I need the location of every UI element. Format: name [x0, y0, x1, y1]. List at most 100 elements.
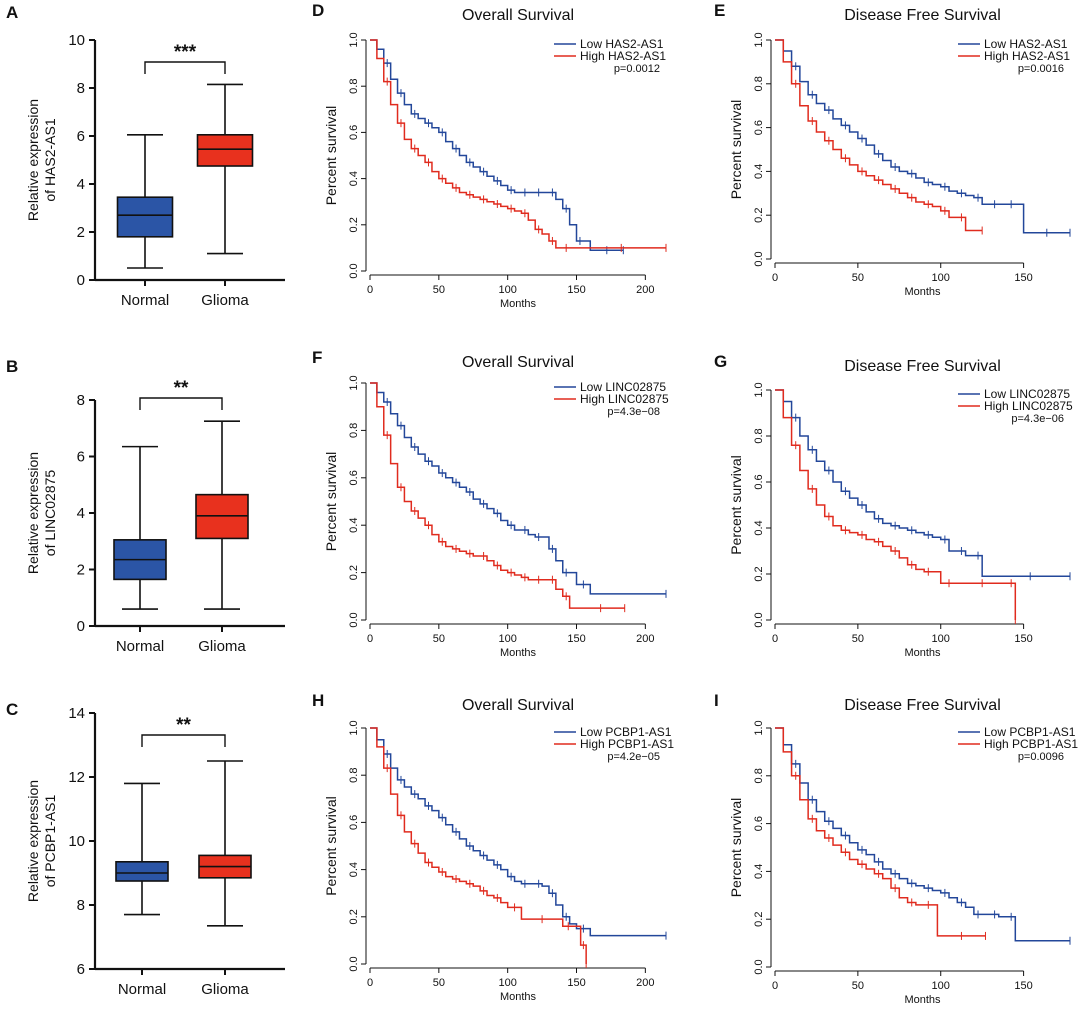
km-plot-d: D Overall Survival 0.0 0.2 0.4 0.6 0.8 1.0 0 50 10… — [312, 1, 667, 310]
x-tick-label: 100 — [932, 980, 950, 992]
legend-entry: Low PCBP1-AS1 — [580, 725, 672, 739]
y-tick-label: 0.2 — [753, 208, 765, 223]
y-tick-label: 0.8 — [753, 428, 765, 443]
y-tick-label: 0.8 — [348, 79, 360, 94]
boxplot-a: A 0 2 4 6 8 10 Relative expressionof HAS2-AS1 No… — [6, 3, 285, 309]
y-tick-label: 1.0 — [348, 375, 360, 390]
category-label: Glioma — [201, 981, 249, 998]
y-axis-title: Relative expressionof HAS2-AS1 — [25, 99, 58, 221]
y-tick-label: 0.4 — [348, 518, 360, 533]
panel-h: H Overall Survival 0.0 0.2 0.4 0.6 0.8 1.0 0 50 10… — [298, 688, 688, 1021]
y-tick-label: 0.8 — [753, 76, 765, 91]
panel-label: B — [6, 357, 18, 376]
y-tick-label: 0.0 — [753, 612, 765, 627]
x-tick-label: 100 — [498, 633, 516, 645]
x-tick-label: 150 — [567, 633, 585, 645]
panel-b: B 0 2 4 6 8 Relative expressionof LINC02875 Nor… — [0, 352, 290, 672]
chart-title: Disease Free Survival — [844, 358, 1001, 375]
y-tick-label: 0.6 — [348, 470, 360, 485]
y-tick-label: 0.2 — [348, 909, 360, 924]
y-axis-title: Percent survival — [728, 100, 744, 200]
km-plot-g: G Disease Free Survival 0.0 0.2 0.4 0.6 0.8 1.0… — [714, 352, 1073, 659]
y-axis-title: Percent survival — [323, 106, 339, 206]
x-axis-title: Months — [500, 991, 537, 1003]
category-label: Normal — [116, 638, 164, 655]
legend-entry: High LINC02875 — [580, 392, 669, 406]
significance-stars: ** — [174, 378, 189, 399]
legend-entry: Low HAS2-AS1 — [580, 37, 664, 51]
panel-d: D Overall Survival 0.0 0.2 0.4 0.6 0.8 1.0 0 50 10… — [298, 0, 688, 330]
y-axis-title-line: of HAS2-AS1 — [42, 118, 58, 201]
significance-stars: ** — [176, 715, 191, 736]
y-tick-label: 2 — [77, 224, 85, 241]
y-axis-title: Percent survival — [323, 452, 339, 552]
y-tick-label: 0.0 — [348, 956, 360, 971]
x-tick-label: 150 — [1014, 980, 1032, 992]
panel-label: G — [714, 352, 727, 371]
y-axis-title-line: Relative expression — [25, 99, 41, 221]
y-tick-label: 0.8 — [348, 423, 360, 438]
survival-curve-low — [370, 382, 666, 595]
legend-entry: High LINC02875 — [984, 399, 1073, 413]
category-label: Normal — [118, 981, 166, 998]
x-tick-label: 50 — [852, 272, 864, 284]
panel-label: A — [6, 3, 18, 22]
x-tick-label: 200 — [636, 633, 654, 645]
x-tick-label: 0 — [367, 284, 373, 296]
y-tick-label: 0.4 — [348, 171, 360, 186]
category-label: Glioma — [201, 292, 249, 309]
survival-curve-high — [370, 39, 666, 249]
panel-a: A 0 2 4 6 8 10 Relative expressionof HAS2-AS1 No… — [0, 0, 290, 330]
y-tick-label: 8 — [77, 80, 85, 97]
x-tick-label: 100 — [932, 272, 950, 284]
panel-label: F — [312, 348, 322, 367]
x-tick-label: 0 — [367, 633, 373, 645]
y-tick-label: 8 — [77, 392, 85, 409]
y-axis-title: Percent survival — [323, 796, 339, 896]
panel-i: I Disease Free Survival 0.0 0.2 0.4 0.6 0.8 1.0… — [700, 688, 1084, 1021]
y-tick-label: 6 — [77, 449, 85, 466]
chart-title: Overall Survival — [462, 697, 574, 714]
y-tick-label: 10 — [68, 32, 85, 49]
boxplot-b: B 0 2 4 6 8 Relative expressionof LINC02875 Nor… — [6, 357, 285, 655]
x-tick-label: 100 — [498, 284, 516, 296]
x-tick-label: 150 — [567, 284, 585, 296]
y-axis-title-line: Relative expression — [25, 452, 41, 574]
panel-g: G Disease Free Survival 0.0 0.2 0.4 0.6 0.8 1.0… — [700, 345, 1084, 675]
y-tick-label: 0.4 — [753, 164, 765, 179]
legend-entry: High HAS2-AS1 — [580, 49, 666, 63]
panel-label: H — [312, 691, 324, 710]
x-tick-label: 200 — [636, 977, 654, 989]
survival-curve-low — [370, 39, 624, 251]
x-axis-title: Months — [500, 647, 537, 659]
x-tick-label: 50 — [852, 633, 864, 645]
y-tick-label: 1.0 — [753, 720, 765, 735]
y-tick-label: 0 — [77, 618, 85, 635]
y-axis-title-line: of LINC02875 — [42, 470, 58, 557]
survival-curve-low — [775, 389, 1070, 578]
y-tick-label: 0.8 — [753, 768, 765, 783]
box-normal — [116, 196, 174, 238]
y-tick-label: 0.4 — [348, 862, 360, 877]
y-tick-label: 0.6 — [348, 815, 360, 830]
x-tick-label: 0 — [367, 977, 373, 989]
y-tick-label: 0.2 — [348, 565, 360, 580]
box-glioma — [196, 134, 254, 167]
y-tick-label: 0.6 — [753, 816, 765, 831]
x-tick-label: 0 — [772, 633, 778, 645]
x-tick-label: 50 — [433, 633, 445, 645]
chart-title: Disease Free Survival — [844, 7, 1001, 24]
boxplot-c: C 6 8 10 12 14 Relative expressionof PCBP1-AS1… — [6, 700, 285, 998]
y-axis-title: Relative expressionof PCBP1-AS1 — [25, 780, 58, 902]
panel-f: F Overall Survival 0.0 0.2 0.4 0.6 0.8 1.0 0 50 10… — [298, 345, 688, 675]
y-axis-title-line: of PCBP1-AS1 — [42, 794, 58, 887]
chart-title: Disease Free Survival — [844, 697, 1001, 714]
x-tick-label: 50 — [433, 284, 445, 296]
y-tick-label: 0.0 — [348, 263, 360, 278]
x-tick-label: 150 — [567, 977, 585, 989]
significance-bracket — [141, 734, 226, 747]
y-tick-label: 12 — [68, 769, 85, 786]
significance-bracket — [139, 397, 223, 410]
y-tick-label: 4 — [77, 176, 85, 193]
survival-curve-high — [370, 727, 587, 964]
